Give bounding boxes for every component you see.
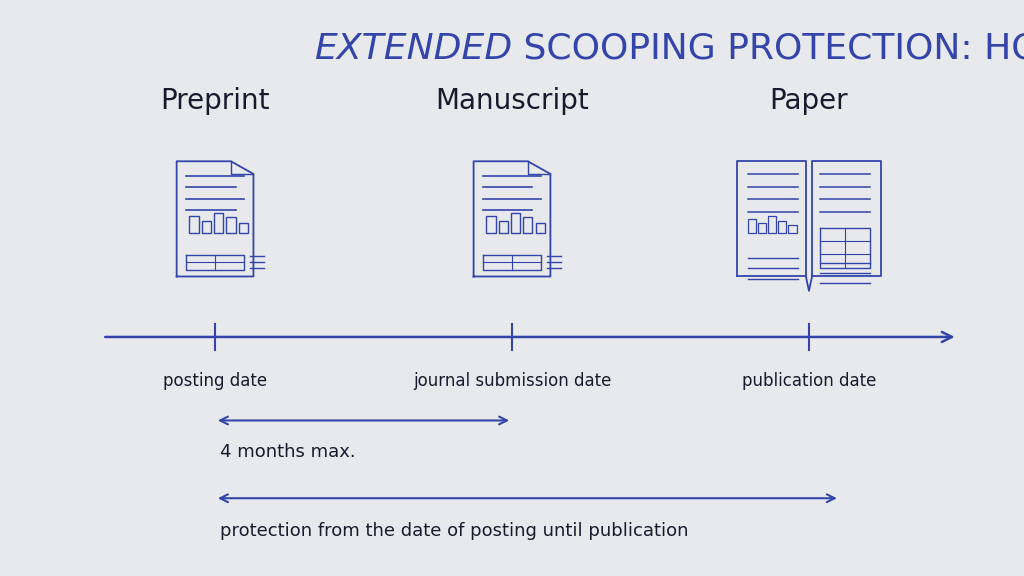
Bar bbox=[778, 221, 786, 233]
Bar bbox=[239, 223, 248, 233]
Text: publication date: publication date bbox=[741, 372, 877, 389]
Bar bbox=[788, 225, 797, 233]
Bar bbox=[202, 221, 211, 233]
Text: Paper: Paper bbox=[770, 87, 848, 115]
Bar bbox=[486, 216, 496, 233]
Bar bbox=[768, 216, 776, 233]
Text: SCOOPING PROTECTION: HOW IT WORKS: SCOOPING PROTECTION: HOW IT WORKS bbox=[512, 32, 1024, 66]
Bar bbox=[511, 213, 520, 233]
Bar bbox=[523, 217, 532, 233]
Bar bbox=[758, 223, 766, 233]
Bar bbox=[748, 219, 756, 233]
Text: Preprint: Preprint bbox=[161, 87, 269, 115]
Bar bbox=[226, 217, 236, 233]
Text: 4 months max.: 4 months max. bbox=[220, 443, 355, 461]
Text: posting date: posting date bbox=[163, 372, 267, 389]
Bar bbox=[499, 221, 508, 233]
Text: protection from the date of posting until publication: protection from the date of posting unti… bbox=[220, 522, 689, 540]
Bar bbox=[189, 216, 199, 233]
Text: EXTENDED: EXTENDED bbox=[313, 32, 512, 66]
Bar bbox=[536, 223, 545, 233]
Bar bbox=[214, 213, 223, 233]
Text: Manuscript: Manuscript bbox=[435, 87, 589, 115]
Text: journal submission date: journal submission date bbox=[413, 372, 611, 389]
